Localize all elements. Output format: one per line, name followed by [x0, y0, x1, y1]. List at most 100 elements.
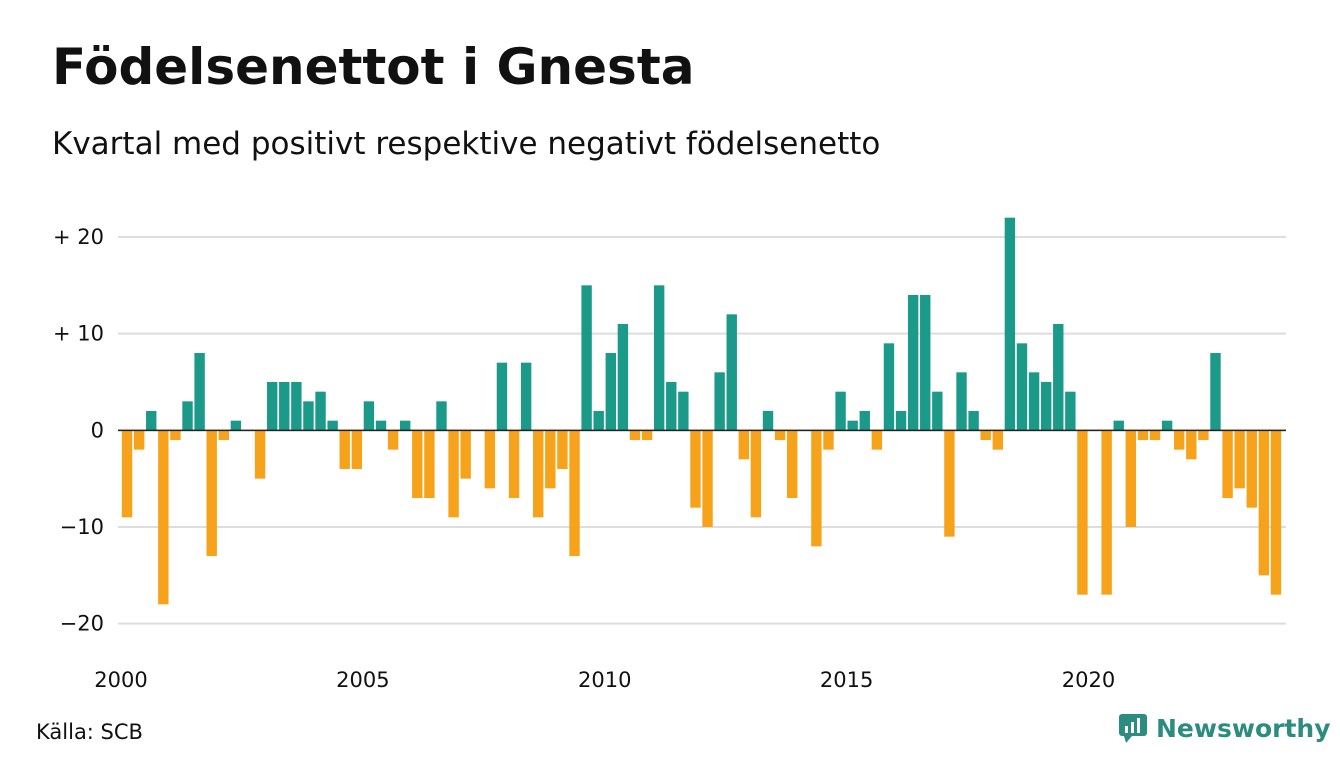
- chart-subtitle: Kvartal med positivt respektive negativt…: [52, 126, 881, 162]
- chart-title: Födelsenettot i Gnesta: [52, 38, 695, 96]
- bar: [158, 430, 169, 605]
- y-tick-label: + 20: [53, 225, 104, 249]
- bar: [254, 430, 266, 479]
- brand-logo: Newsworthy: [1118, 712, 1331, 744]
- bar: [460, 430, 471, 479]
- bar: [436, 401, 447, 431]
- bar: [496, 362, 508, 431]
- bar: [581, 285, 592, 431]
- bar: [1258, 430, 1270, 576]
- bar: [871, 430, 883, 450]
- bar: [835, 391, 846, 431]
- bar: [351, 430, 363, 469]
- bar: [968, 411, 979, 431]
- bar: [1210, 353, 1221, 431]
- bar: [291, 382, 302, 431]
- bar: [424, 430, 435, 498]
- bar: [1016, 343, 1028, 431]
- bar: [1149, 430, 1161, 440]
- bar: [992, 430, 1003, 450]
- bar: [666, 382, 677, 431]
- bar: [1137, 430, 1149, 440]
- bar: [266, 382, 278, 431]
- brand-name: Newsworthy: [1156, 713, 1331, 743]
- bar: [1186, 430, 1197, 460]
- bar: [508, 430, 520, 498]
- bar: [484, 430, 496, 489]
- x-tick-label: 2020: [1062, 668, 1115, 692]
- bar: [182, 401, 193, 431]
- bar: [750, 430, 762, 518]
- x-tick-label: 2005: [336, 668, 389, 692]
- bar: [1222, 430, 1233, 498]
- bar: [907, 295, 919, 431]
- bar: [448, 430, 459, 518]
- bar: [545, 430, 556, 489]
- bar: [932, 391, 943, 431]
- source-note: Källa: SCB: [36, 720, 143, 744]
- bar: [206, 430, 217, 556]
- bar: [629, 430, 641, 440]
- bar: [690, 430, 701, 508]
- bar: [714, 372, 725, 431]
- bar: [787, 430, 798, 498]
- x-tick-label: 2010: [578, 668, 631, 692]
- bar: [762, 411, 774, 431]
- bar: [980, 430, 991, 440]
- bar: [847, 420, 858, 431]
- bars: [121, 217, 1282, 605]
- axes: + 20 + 10 0 −10 −20 2000 2005 2010 2015 2020: [53, 225, 1286, 692]
- bar: [1077, 430, 1088, 595]
- bar: [702, 430, 713, 527]
- bar: [375, 420, 387, 431]
- bar: [823, 430, 834, 450]
- bar: [121, 430, 133, 518]
- bar: [1161, 420, 1173, 431]
- bar: [146, 411, 157, 431]
- bar: [956, 372, 967, 431]
- bar: [1198, 430, 1209, 440]
- bar: [339, 430, 350, 469]
- bar: [1065, 391, 1076, 431]
- bar: [412, 430, 423, 498]
- bar: [533, 430, 544, 518]
- bar: [1053, 324, 1064, 431]
- x-tick-label: 2015: [820, 668, 873, 692]
- bar: [1270, 430, 1282, 595]
- bar: [303, 401, 314, 431]
- bar: [327, 420, 338, 431]
- bar: [883, 343, 895, 431]
- y-tick-label: + 10: [53, 322, 104, 346]
- bar: [1040, 382, 1052, 431]
- newsworthy-logo-icon: [1119, 714, 1147, 743]
- bar: [726, 314, 737, 431]
- bar: [944, 430, 955, 537]
- bar: [1246, 430, 1257, 508]
- bar: [593, 411, 604, 431]
- bar: [569, 430, 580, 556]
- y-tick-label: 0: [91, 418, 104, 442]
- bar: [387, 430, 399, 450]
- bar: [641, 430, 653, 440]
- bar: [170, 430, 181, 440]
- bar: [1101, 430, 1112, 595]
- bar: [279, 382, 290, 431]
- bar: [605, 353, 616, 431]
- bar: [1174, 430, 1185, 450]
- bar: [617, 324, 629, 431]
- x-tick-label: 2000: [94, 668, 147, 692]
- bar: [363, 401, 375, 431]
- bar: [859, 411, 870, 431]
- bar: [774, 430, 786, 440]
- bar: [1004, 217, 1016, 431]
- bar: [400, 420, 411, 431]
- bar: [653, 285, 665, 431]
- bar: [218, 430, 229, 440]
- bar: [194, 353, 205, 431]
- bar: [557, 430, 568, 469]
- bar: [1125, 430, 1137, 527]
- y-tick-label: −20: [60, 612, 104, 636]
- bar: [1234, 430, 1245, 489]
- bar: [315, 391, 326, 431]
